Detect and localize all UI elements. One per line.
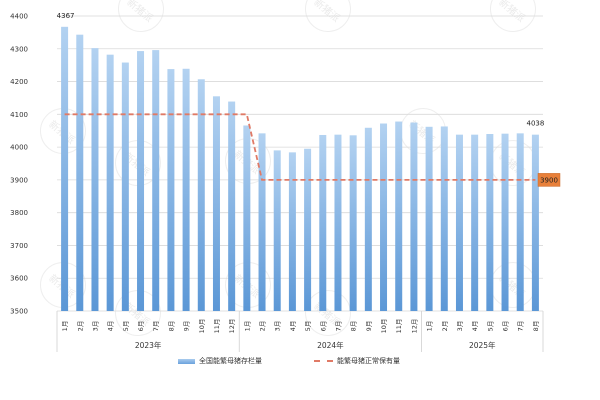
bar — [425, 126, 433, 312]
x-tick-label: 2月 — [259, 321, 267, 332]
bar — [182, 68, 190, 312]
x-tick-label: 5月 — [486, 321, 494, 332]
bar — [501, 133, 509, 311]
annotations: 4367 4038 3900 — [57, 12, 561, 187]
legend-line-label: 能繁母猪正常保有量 — [337, 357, 400, 365]
x-tick-label: 2月 — [441, 321, 449, 332]
bar — [76, 34, 84, 311]
x-tick-label: 10月 — [198, 319, 206, 334]
bar — [380, 123, 388, 311]
x-tick-label: 8月 — [532, 321, 540, 332]
x-tick-label: 12月 — [410, 319, 418, 334]
x-tick-label: 5月 — [304, 321, 312, 332]
legend-item-bar: 全国能繁母猪存栏量 — [178, 356, 262, 366]
y-tick-label: 3500 — [10, 308, 28, 316]
bar — [106, 54, 114, 312]
bar — [319, 134, 327, 311]
y-tick-label: 3900 — [10, 176, 28, 184]
line-value-label: 3900 — [540, 176, 558, 184]
bar — [288, 152, 296, 311]
x-tick-label: 5月 — [122, 321, 130, 332]
bar — [243, 125, 251, 311]
data-label-last: 4038 — [526, 120, 544, 128]
x-tick-label: 2月 — [76, 321, 84, 332]
x-tick-label: 7月 — [334, 321, 342, 332]
x-tick-label: 12月 — [228, 319, 236, 334]
x-tick-label: 3月 — [91, 321, 99, 332]
bar — [197, 79, 205, 311]
bar — [440, 126, 448, 311]
normal-stock-line — [64, 113, 536, 181]
bar — [455, 134, 463, 311]
bar — [258, 133, 266, 311]
bar-series — [61, 26, 539, 312]
y-tick-label: 4000 — [10, 144, 28, 152]
x-tick-label: 9月 — [183, 321, 191, 332]
year-group-label: 2025年 — [469, 340, 496, 350]
x-tick-label: 10月 — [380, 319, 388, 334]
bar — [212, 96, 220, 311]
y-axis: 3500 3600 3700 3800 3900 4000 4100 4200 4300 4400 — [10, 13, 28, 316]
gridlines — [57, 15, 543, 312]
y-tick-label: 4200 — [10, 78, 28, 86]
x-tick-label: 4月 — [107, 321, 115, 332]
x-tick-label: 9月 — [365, 321, 373, 332]
x-tick-label: 11月 — [395, 319, 403, 334]
year-group-label: 2024年 — [317, 340, 344, 350]
bar — [61, 26, 69, 312]
y-tick-label: 4400 — [10, 13, 28, 21]
legend: 全国能繁母猪存栏量 能繁母猪正常保有量 — [0, 356, 600, 370]
y-tick-label: 3800 — [10, 209, 28, 217]
y-tick-label: 4300 — [10, 45, 28, 53]
bar — [410, 122, 418, 312]
dashed-line-swatch-icon — [314, 360, 333, 362]
bar — [531, 134, 539, 311]
x-tick-label: 1月 — [426, 321, 434, 332]
bar — [167, 69, 175, 311]
x-tick-label: 6月 — [319, 321, 327, 332]
bar — [334, 134, 342, 311]
bar — [228, 101, 236, 311]
line-series — [64, 113, 536, 181]
x-tick-label: 1月 — [61, 321, 69, 332]
x-tick-label: 1月 — [243, 321, 251, 332]
bar — [516, 133, 524, 311]
x-tick-label: 4月 — [289, 321, 297, 332]
x-tick-label: 3月 — [274, 321, 282, 332]
bar — [137, 51, 145, 311]
bar — [364, 127, 372, 312]
x-tick-label: 8月 — [350, 321, 358, 332]
x-tick-label: 6月 — [137, 321, 145, 332]
x-tick-label: 11月 — [213, 319, 221, 334]
bar — [395, 121, 403, 312]
x-tick-label: 8月 — [167, 321, 175, 332]
bar — [91, 48, 99, 311]
x-tick-label: 4月 — [471, 321, 479, 332]
bar — [152, 50, 160, 311]
year-group-label: 2023年 — [135, 340, 162, 350]
bar — [486, 134, 494, 311]
x-tick-label: 3月 — [456, 321, 464, 332]
line-value-box — [537, 173, 561, 187]
x-axis: 1月 2月 3月 4月 5月 6月 7月 8月 9月 10月 11月 12月 2023年 1月 2月 3月 4月… — [56, 311, 544, 352]
bar — [471, 134, 479, 311]
x-tick-label: 6月 — [502, 321, 510, 332]
bar — [273, 150, 281, 311]
legend-bar-label: 全国能繁母猪存栏量 — [199, 357, 262, 365]
bar — [349, 135, 357, 311]
bar-swatch-icon — [178, 358, 195, 364]
data-label-first: 4367 — [57, 12, 75, 20]
bar — [121, 62, 129, 311]
y-tick-label: 4100 — [10, 111, 28, 119]
bar — [304, 148, 312, 311]
y-tick-label: 3600 — [10, 275, 28, 283]
y-tick-label: 3700 — [10, 242, 28, 250]
legend-item-line: 能繁母猪正常保有量 — [314, 356, 400, 366]
x-tick-label: 7月 — [517, 321, 525, 332]
x-tick-label: 7月 — [152, 321, 160, 332]
